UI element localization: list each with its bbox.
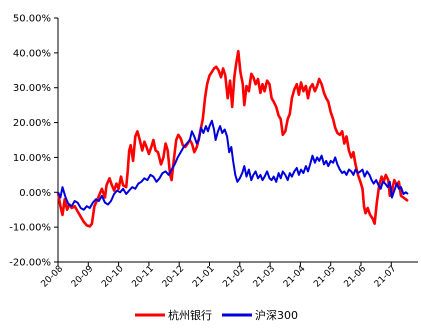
y-tick-label: 40.00% <box>13 48 51 59</box>
x-tick-label: 21-02 <box>221 264 247 290</box>
y-tick-label: 0.00% <box>19 188 51 199</box>
x-tick-label: 21-01 <box>191 264 217 290</box>
series-line-csi300 <box>57 119 409 211</box>
x-tick-label: 20-09 <box>70 264 96 290</box>
series-layer <box>56 49 409 228</box>
y-tick-label: 10.00% <box>13 153 51 164</box>
x-tick-label: 21-05 <box>312 264 338 290</box>
x-tick-label: 21-06 <box>343 264 369 290</box>
y-tick-label: 20.00% <box>13 118 51 129</box>
y-tick-label: 30.00% <box>13 83 51 94</box>
axes <box>57 18 418 263</box>
legend-label: 杭州银行 <box>168 308 212 322</box>
x-tick-label: 20-12 <box>161 264 187 290</box>
legend-item-csi300: 沪深300 <box>222 308 298 322</box>
y-tick-label: 50.00% <box>13 14 51 25</box>
y-ticks: 50.00% 40.00% 30.00% 20.00% 10.00% 0.00% -10.0… <box>9 14 58 269</box>
x-ticks: 20-08 20-09 20-10 20-11 20-12 21-01 21-02 21-03… <box>40 262 399 290</box>
legend-item-hangzhou-bank: 杭州银行 <box>135 308 212 322</box>
x-tick-label: 21-03 <box>252 264 278 290</box>
x-tick-label: 20-10 <box>100 264 126 290</box>
series-line-hangzhou-bank <box>56 49 409 228</box>
x-tick-label: 21-07 <box>373 264 399 290</box>
x-tick-label: 20-11 <box>130 264 156 290</box>
y-tick-label: -20.00% <box>9 258 51 269</box>
y-tick-label: -10.00% <box>9 223 51 234</box>
x-tick-label: 21-04 <box>282 264 308 290</box>
legend-label: 沪深300 <box>255 308 298 322</box>
legend: 杭州银行 沪深300 <box>135 308 298 322</box>
